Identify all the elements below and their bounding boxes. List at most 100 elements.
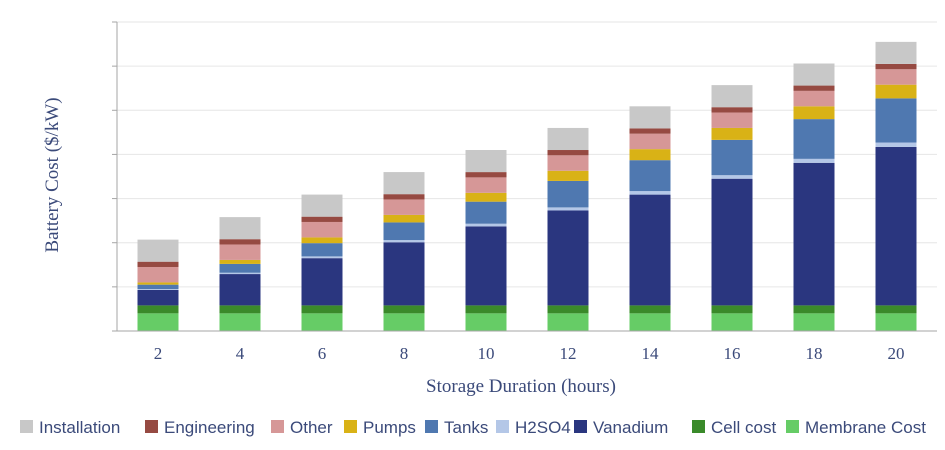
bar-segment-engineering (875, 63, 917, 70)
bar-segment-cell-cost (793, 305, 835, 314)
bar-segment-engineering (137, 261, 179, 267)
bar-segment-vanadium (219, 274, 261, 306)
legend-item-h2so4: H2SO4 (496, 418, 571, 437)
x-tick-label: 2 (154, 344, 163, 363)
bar-segment-other (219, 244, 261, 260)
bar-segment-vanadium (383, 242, 425, 306)
legend-item-engineering: Engineering (145, 418, 255, 437)
bar-segment-cell-cost (629, 305, 671, 314)
x-tick-label: 18 (806, 344, 823, 363)
bar-segment-installation (383, 172, 425, 195)
bar-segment-pumps (875, 84, 917, 99)
bar-segment-installation (301, 194, 343, 217)
x-axis-label: Storage Duration (hours) (426, 376, 616, 397)
bar-segment-installation (547, 127, 589, 151)
bar-segment-membrane-cost (547, 313, 589, 331)
bar-segment-pumps (629, 149, 671, 161)
legend-item-vanadium: Vanadium (574, 418, 668, 437)
legend-item-pumps: Pumps (344, 418, 416, 437)
bar-segment-h2so4 (629, 191, 671, 195)
bar-segment-h2so4 (793, 158, 835, 163)
bar-segment-engineering (711, 107, 753, 113)
bar-segment-engineering (301, 216, 343, 222)
bar-segment-h2so4 (875, 142, 917, 147)
bar-segment-vanadium (547, 210, 589, 306)
bar-segment-tanks (629, 160, 671, 192)
legend-label: Vanadium (593, 418, 668, 437)
bar-segment-vanadium (465, 226, 507, 306)
legend-swatch (496, 420, 509, 433)
bar-segment-pumps (711, 127, 753, 140)
legend-label: H2SO4 (515, 418, 571, 437)
x-tick-label: 6 (318, 344, 327, 363)
legend-swatch (692, 420, 705, 433)
bar-segment-installation (219, 217, 261, 240)
axes (112, 21, 937, 332)
bar-segment-h2so4 (219, 272, 261, 275)
bar-segment-cell-cost (711, 305, 753, 314)
bar-segment-h2so4 (547, 207, 589, 211)
bar-segment-h2so4 (711, 175, 753, 179)
bar-segment-tanks (875, 98, 917, 143)
bar-segment-other (875, 69, 917, 85)
bar-segment-tanks (219, 263, 261, 273)
x-tick-label: 20 (888, 344, 905, 363)
legend-swatch (425, 420, 438, 433)
bar-segment-membrane-cost (793, 313, 835, 331)
bar-segment-tanks (793, 119, 835, 159)
bar-segment-other (711, 112, 753, 128)
bar-segment-vanadium (629, 194, 671, 306)
bar-segment-engineering (219, 239, 261, 245)
legend-item-tanks: Tanks (425, 418, 488, 437)
x-tick-label: 12 (560, 344, 577, 363)
legend: Installation Engineering Other Pumps Tanks H2… (20, 418, 926, 437)
legend-swatch (271, 420, 284, 433)
bar-segment-pumps (547, 170, 589, 181)
bar-segment-cell-cost (301, 305, 343, 314)
bar-stacks (137, 41, 917, 331)
bar-segment-engineering (547, 150, 589, 156)
x-tick-label: 14 (642, 344, 660, 363)
bar-segment-tanks (137, 284, 179, 290)
bar-segment-tanks (301, 243, 343, 257)
bar-segment-engineering (383, 194, 425, 200)
bar-segment-installation (137, 239, 179, 262)
bar-segment-tanks (465, 201, 507, 224)
bar-segment-tanks (383, 222, 425, 241)
bar-segment-h2so4 (465, 223, 507, 227)
bar-segment-pumps (793, 106, 835, 120)
bar-segment-other (301, 221, 343, 238)
bar-segment-other (793, 90, 835, 107)
legend-swatch (145, 420, 158, 433)
bar-segment-cell-cost (137, 305, 179, 314)
bar-segment-pumps (137, 282, 179, 285)
bar-segment-cell-cost (875, 305, 917, 314)
legend-swatch (786, 420, 799, 433)
bar-segment-cell-cost (465, 305, 507, 314)
bar-segment-h2so4 (301, 256, 343, 259)
bar-segment-cell-cost (219, 305, 261, 314)
bar-segment-pumps (383, 214, 425, 223)
bar-segment-cell-cost (547, 305, 589, 314)
bar-segment-membrane-cost (301, 313, 343, 331)
bar-segment-installation (711, 85, 753, 108)
bar-segment-h2so4 (383, 240, 425, 243)
y-axis-label: Battery Cost ($/kW) (42, 97, 63, 252)
bar-segment-other (547, 155, 589, 171)
x-tick-label: 4 (236, 344, 245, 363)
bar-segment-tanks (547, 180, 589, 208)
legend-label: Cell cost (711, 418, 776, 437)
bar-segment-vanadium (711, 178, 753, 306)
bar-segment-membrane-cost (711, 313, 753, 331)
legend-label: Membrane Cost (805, 418, 926, 437)
legend-label: Tanks (444, 418, 488, 437)
bar-segment-engineering (465, 172, 507, 178)
x-tick-labels: 2 4 6 8 10 12 14 16 18 20 (154, 344, 905, 363)
legend-label: Engineering (164, 418, 255, 437)
legend-item-membrane-cost: Membrane Cost (786, 418, 926, 437)
bar-segment-installation (465, 150, 507, 173)
x-tick-label: 16 (724, 344, 741, 363)
bar-segment-membrane-cost (383, 313, 425, 331)
bar-segment-pumps (219, 259, 261, 264)
